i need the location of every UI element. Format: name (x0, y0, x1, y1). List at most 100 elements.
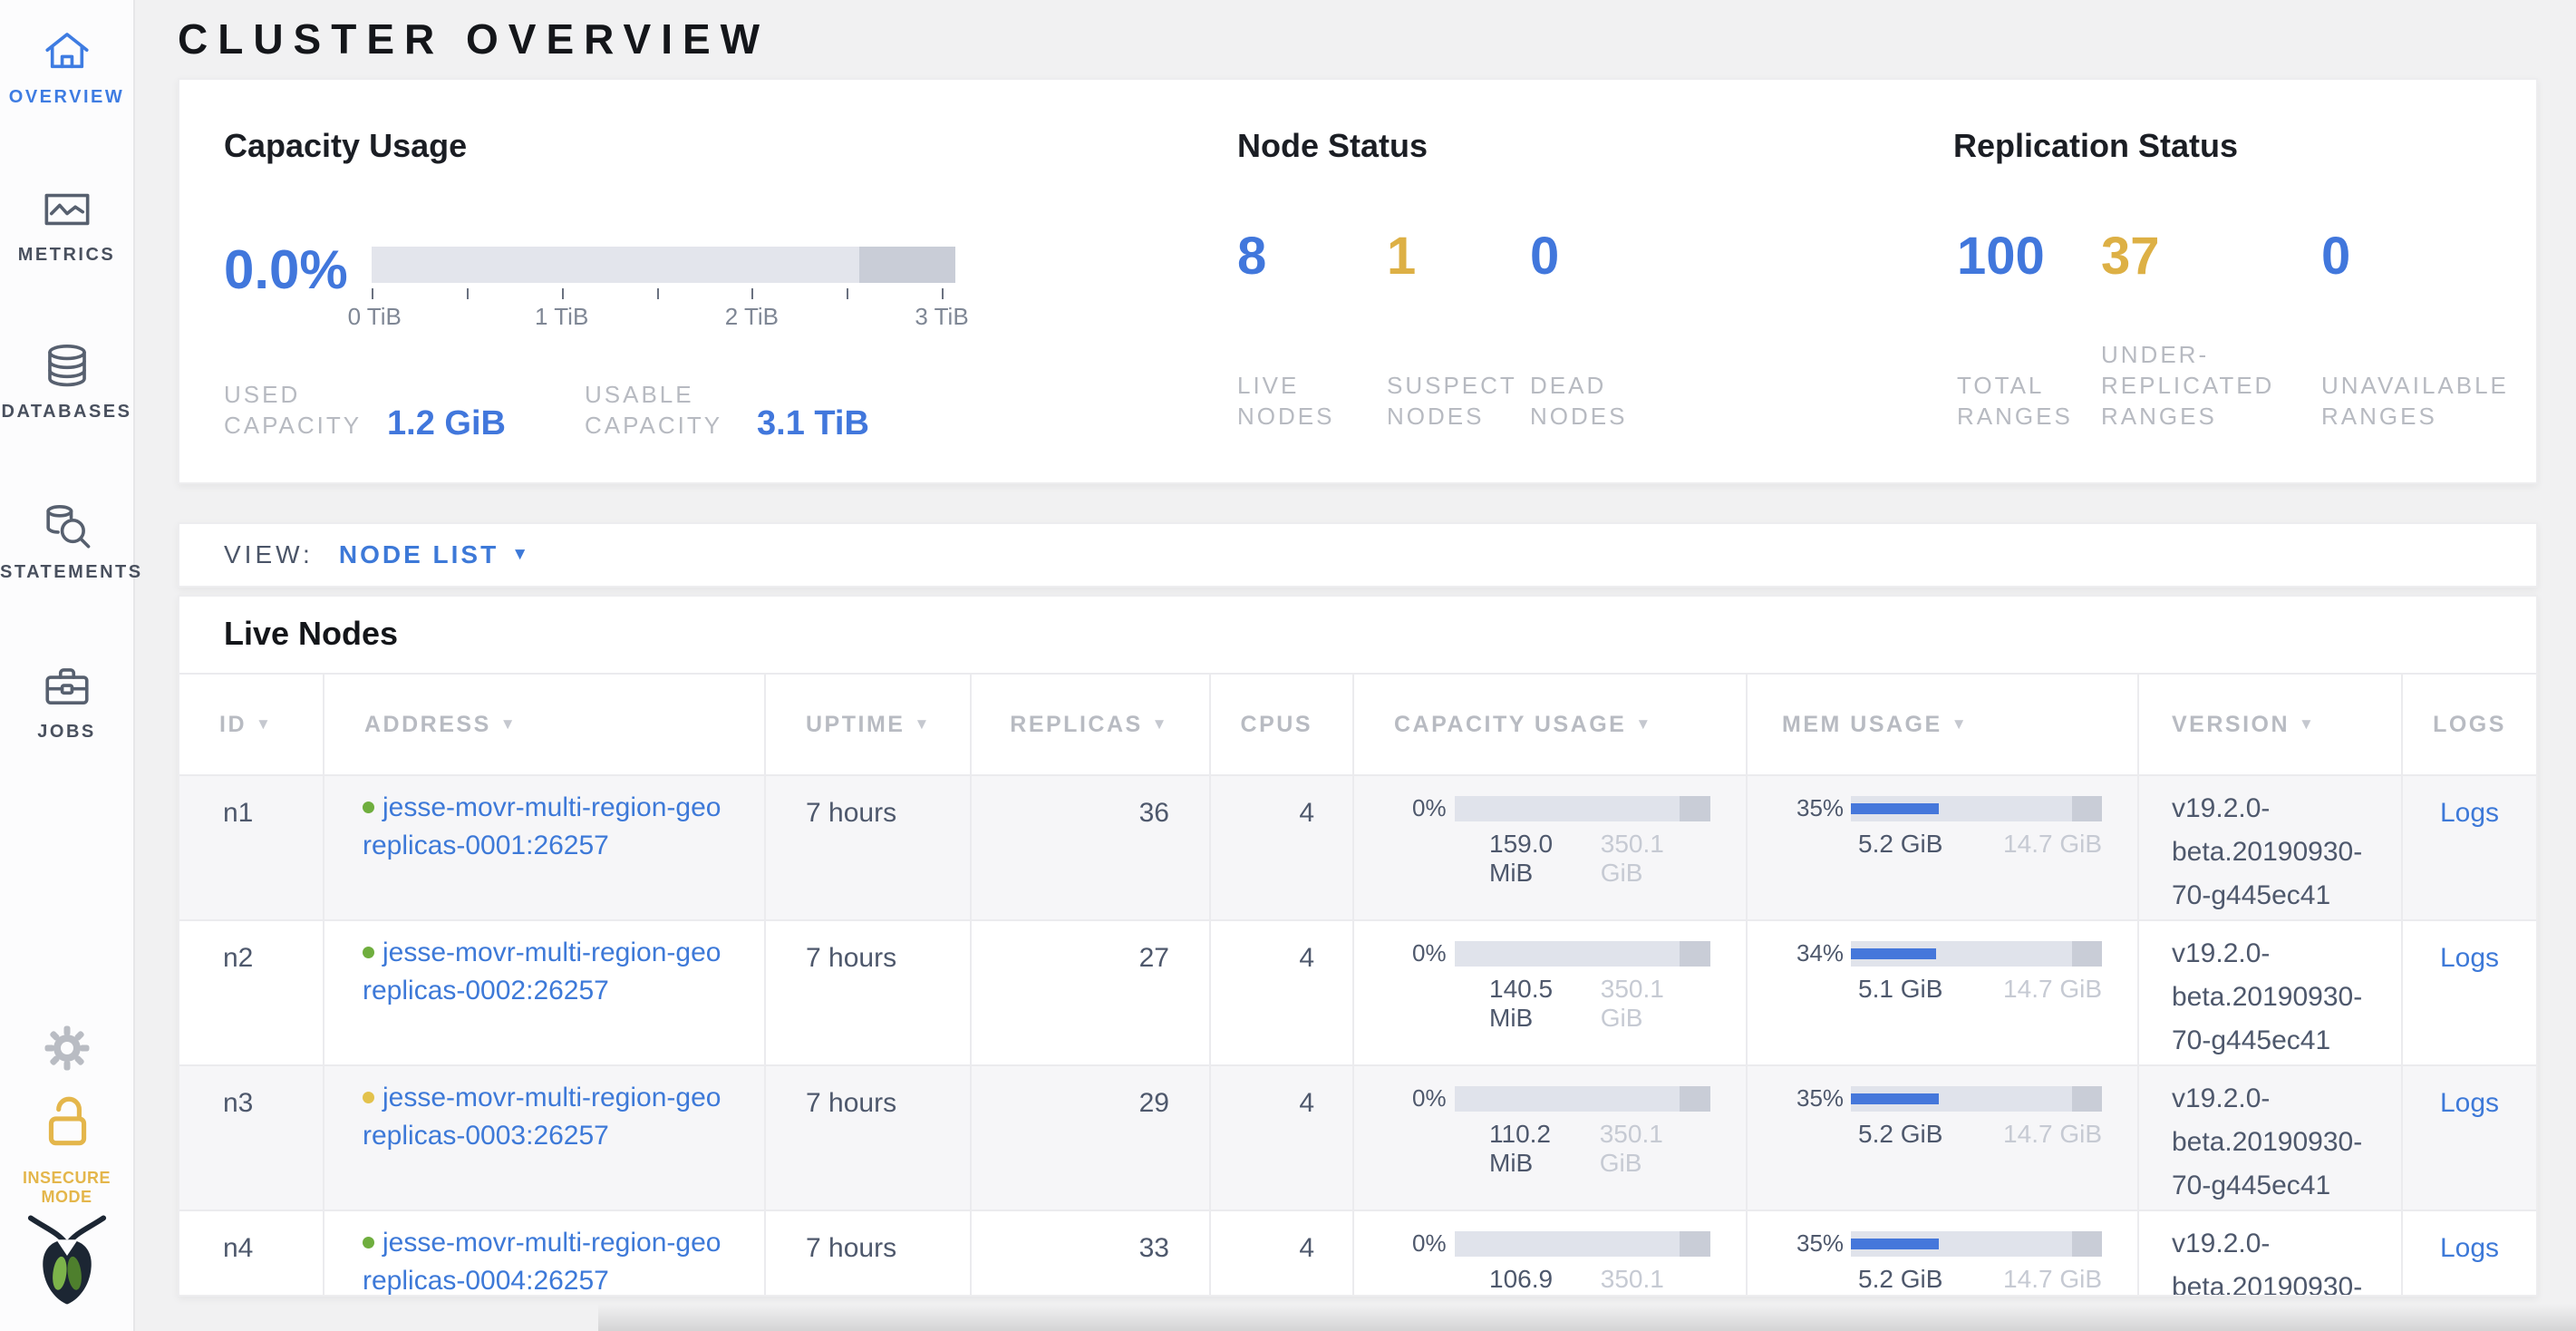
column-header-cpus[interactable]: CPUS (1211, 675, 1354, 774)
node-replicas: 33 (972, 1211, 1211, 1295)
mem-used: 5.2 GiB (1858, 1120, 1943, 1148)
settings-gear[interactable] (0, 1023, 133, 1078)
node-cpus: 4 (1211, 1211, 1354, 1295)
sidebar-item-jobs[interactable]: JOBS (0, 660, 133, 743)
mem-bar (1851, 1086, 2103, 1112)
capacity-total: 350.1 GiB (1600, 830, 1664, 887)
logs-link[interactable]: Logs (2439, 1088, 2500, 1118)
node-address-link[interactable]: replicas-0003:26257 (363, 1121, 609, 1151)
sort-arrow-icon: ▼ (499, 715, 518, 733)
database-icon (0, 340, 133, 393)
briefcase-icon (0, 660, 133, 713)
live-nodes-table: ID ▼ ADDRESS ▼ UPTIME ▼ REPLICAS ▼ CPUS CAPA… (179, 673, 2536, 1296)
node-replicas: 27 (972, 921, 1211, 1064)
node-replicas: 36 (972, 776, 1211, 919)
used-capacity-label: USED CAPACITY (224, 381, 363, 439)
column-header-logs: LOGS (2433, 711, 2506, 737)
node-address-link[interactable]: jesse-movr-multi-region-geo (383, 792, 721, 822)
node-address-link[interactable]: replicas-0002:26257 (363, 976, 609, 1006)
sidebar: OVERVIEW METRICS DATABASES (0, 0, 140, 1331)
node-id: n3 (179, 1066, 324, 1210)
insecure-mode-label: INSECURE MODE (22, 1169, 111, 1206)
mem-total: 14.7 GiB (2003, 1120, 2102, 1148)
capacity-usage-percent: 0.0% (224, 239, 348, 300)
node-address-cell: jesse-movr-multi-region-geo replicas-000… (324, 1066, 766, 1210)
node-capacity-usage-cell: 0% 140.5 MiB 350.1 GiB (1354, 921, 1748, 1064)
tick-label: 3 TiB (915, 303, 969, 330)
node-uptime: 7 hours (766, 1211, 972, 1295)
capacity-percent: 0% (1412, 939, 1447, 967)
node-uptime: 7 hours (766, 921, 972, 1064)
under-replicated-label: UNDER-REPLICATED RANGES (2101, 341, 2275, 430)
node-address-link[interactable]: jesse-movr-multi-region-geo (383, 938, 721, 967)
view-dropdown[interactable]: NODE LIST (338, 540, 499, 568)
column-header-address[interactable]: ADDRESS ▼ (324, 675, 766, 774)
dead-nodes-count: 0 (1530, 227, 1560, 286)
mem-bar (1851, 1231, 2103, 1257)
node-cpus: 4 (1211, 776, 1354, 919)
column-header-replicas[interactable]: REPLICAS ▼ (972, 675, 1211, 774)
mem-total: 14.7 GiB (2003, 830, 2102, 858)
insecure-mode-indicator: INSECURE MODE (0, 1093, 133, 1207)
tick-label: 1 TiB (535, 303, 589, 330)
sidebar-item-label: JOBS (37, 722, 96, 742)
node-status-dot (363, 1092, 374, 1103)
node-id: n1 (179, 776, 324, 919)
table-row: n1 jesse-movr-multi-region-geo replicas-… (179, 774, 2536, 919)
sidebar-item-databases[interactable]: DATABASES (0, 340, 133, 423)
metrics-icon (0, 183, 133, 236)
node-address-link[interactable]: replicas-0004:26257 (363, 1266, 609, 1296)
sidebar-item-metrics[interactable]: METRICS (0, 183, 133, 266)
capacity-total: 350.1 GiB (1599, 1120, 1663, 1177)
unavailable-ranges-label: UNAVAILABLE RANGES (2321, 372, 2509, 430)
sort-arrow-icon: ▼ (1951, 715, 1970, 733)
logs-link[interactable]: Logs (2439, 1233, 2500, 1263)
capacity-total: 350.1 GiB (1600, 1265, 1664, 1295)
node-address-link[interactable]: jesse-movr-multi-region-geo (383, 1083, 721, 1112)
node-capacity-usage-cell: 0% 106.9 MiB 350.1 GiB (1354, 1211, 1748, 1295)
unavailable-ranges-count: 0 (2321, 227, 2351, 286)
node-address-link[interactable]: jesse-movr-multi-region-geo (383, 1228, 721, 1258)
node-version: v19.2.0- beta.20190930- 70-g445ec41 (2139, 1211, 2403, 1295)
capacity-used: 110.2 MiB (1489, 1120, 1551, 1177)
column-header-uptime[interactable]: UPTIME ▼ (766, 675, 972, 774)
tick-label: 2 TiB (724, 303, 779, 330)
node-cpus: 4 (1211, 1066, 1354, 1210)
capacity-usage-chart: 0 TiB 1 TiB 2 TiB 3 TiB (348, 247, 969, 330)
node-capacity-usage-cell: 0% 159.0 MiB 350.1 GiB (1354, 776, 1748, 919)
capacity-percent: 0% (1412, 1229, 1447, 1257)
sidebar-item-statements[interactable]: STATEMENTS (0, 500, 140, 583)
capacity-axis-ticks (372, 287, 955, 299)
node-id: n4 (179, 1211, 324, 1295)
capacity-bar (1455, 1231, 1711, 1257)
capacity-used: 159.0 MiB (1489, 830, 1554, 887)
node-mem-usage-cell: 35% 5.2 GiB 14.7 GiB (1748, 1211, 2139, 1295)
column-header-id[interactable]: ID ▼ (179, 675, 324, 774)
node-mem-usage-cell: 35% 5.2 GiB 14.7 GiB (1748, 1066, 2139, 1210)
node-uptime: 7 hours (766, 776, 972, 919)
chevron-down-icon[interactable]: ▼ (511, 545, 528, 564)
node-id: n2 (179, 921, 324, 1064)
mem-total: 14.7 GiB (2003, 975, 2102, 1003)
usable-capacity-value: 3.1 TiB (757, 404, 869, 442)
mem-percent: 35% (1796, 794, 1845, 821)
node-address-cell: jesse-movr-multi-region-geo replicas-000… (324, 776, 766, 919)
node-replicas: 29 (972, 1066, 1211, 1210)
used-capacity-value: 1.2 GiB (387, 404, 506, 442)
logs-link[interactable]: Logs (2439, 798, 2500, 828)
column-header-mem-usage[interactable]: MEM USAGE ▼ (1748, 675, 2139, 774)
mem-percent: 34% (1796, 939, 1845, 967)
usable-capacity-label: USABLE CAPACITY (585, 381, 723, 439)
sidebar-item-label: DATABASES (1, 402, 132, 422)
sidebar-item-overview[interactable]: OVERVIEW (0, 25, 133, 108)
node-cpus: 4 (1211, 921, 1354, 1064)
table-row: n2 jesse-movr-multi-region-geo replicas-… (179, 919, 2536, 1064)
column-header-version[interactable]: VERSION ▼ (2139, 675, 2403, 774)
column-header-capacity-usage[interactable]: CAPACITY USAGE ▼ (1354, 675, 1748, 774)
node-status-title: Node Status (1237, 127, 1428, 164)
replication-status-title: Replication Status (1953, 127, 2239, 164)
table-row: n3 jesse-movr-multi-region-geo replicas-… (179, 1064, 2536, 1210)
node-address-link[interactable]: replicas-0001:26257 (363, 831, 609, 860)
logs-link[interactable]: Logs (2439, 943, 2500, 973)
